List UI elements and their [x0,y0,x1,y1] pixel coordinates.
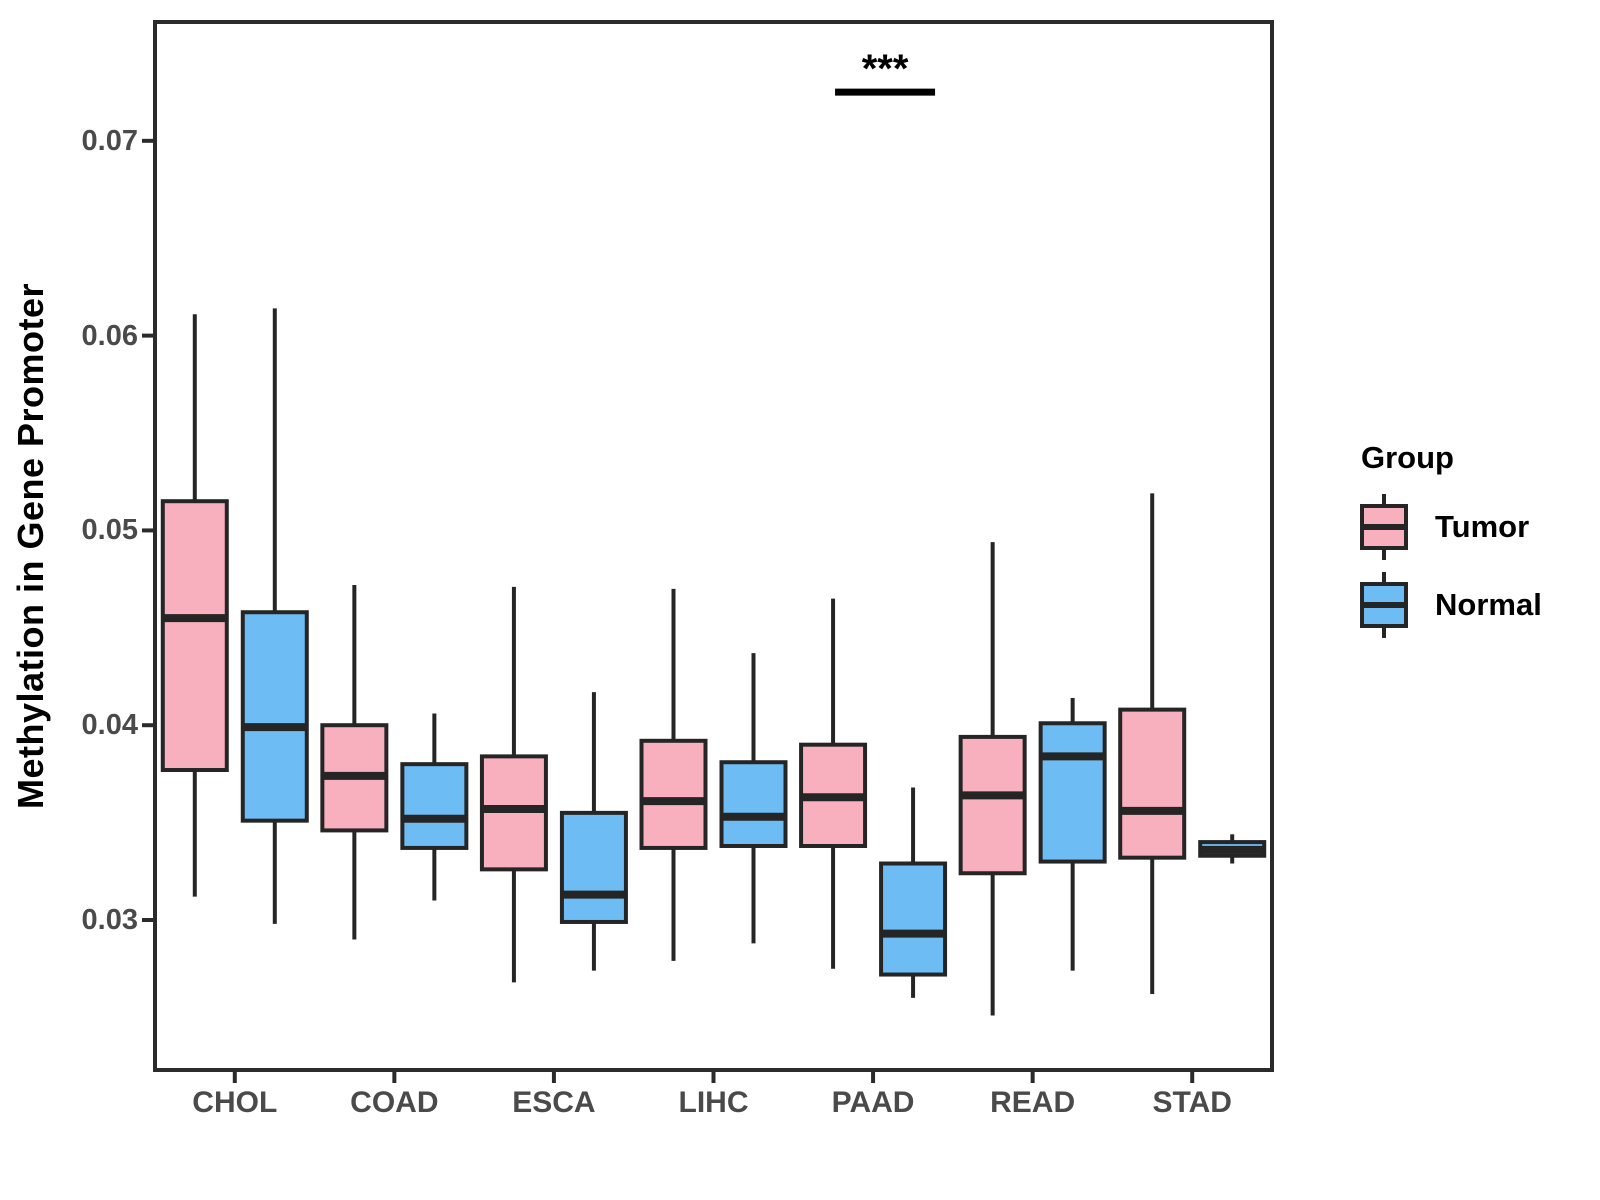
legend-item-normal: Normal [1355,572,1585,638]
y-tick-label: 0.07 [81,124,138,157]
y-tick-label: 0.05 [81,514,138,547]
box-tumor-read [958,734,1027,876]
x-tick-label-lihc: LIHC [678,1086,749,1119]
x-tick-label-read: READ [990,1086,1076,1119]
normal-boxplot-key-icon [1360,572,1408,638]
box-normal-read [1038,721,1107,864]
box-normal-paad [879,861,948,977]
box-normal-coad [400,762,469,850]
y-tick-label: 0.04 [81,709,138,742]
legend-label-tumor: Tumor [1435,509,1530,544]
box-tumor-stad [1118,707,1187,860]
significance-stars: *** [862,47,909,91]
box-normal-esca [559,810,628,924]
y-tick-label: 0.03 [81,904,138,936]
tumor-boxplot-key-icon [1360,494,1408,560]
x-tick-label-coad: COAD [350,1086,439,1119]
legend-label-normal: Normal [1435,587,1542,622]
box-tumor-chol [160,499,229,773]
legend: Group Tumor Normal [1355,440,1585,650]
y-tick-label: 0.06 [81,319,138,352]
legend-item-tumor: Tumor [1355,494,1585,560]
x-tick-label-chol: CHOL [192,1086,278,1119]
legend-title: Group [1361,440,1454,475]
x-tick-label-stad: STAD [1152,1086,1232,1119]
box-tumor-lihc [639,738,708,850]
box-normal-lihc [719,760,788,848]
x-tick-label-esca: ESCA [512,1086,596,1119]
panel-border [153,20,1274,1072]
x-tick-label-paad: PAAD [831,1086,915,1119]
box-normal-chol [240,610,309,823]
